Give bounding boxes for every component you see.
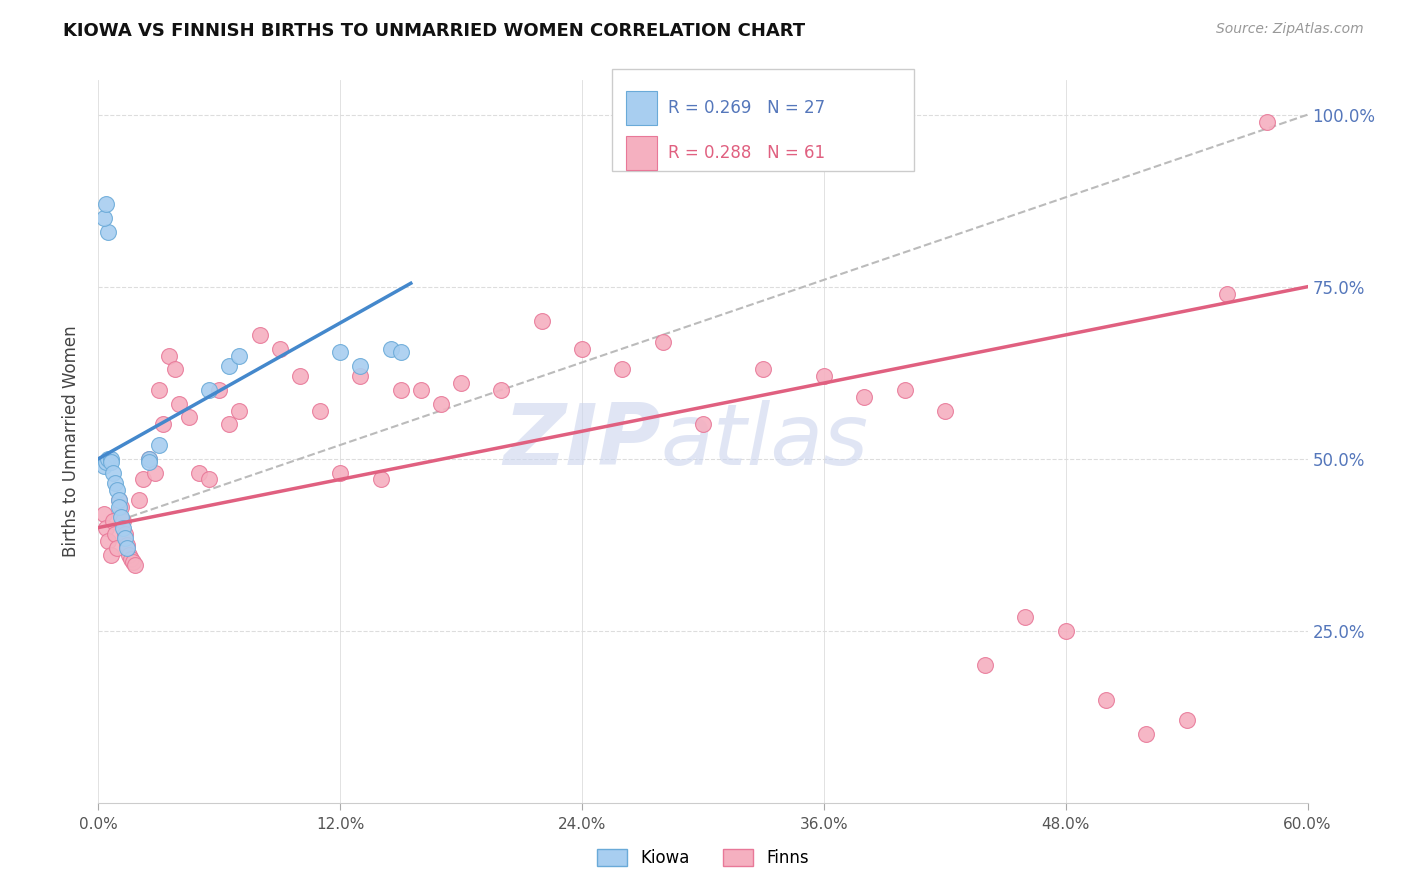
Point <box>198 383 221 397</box>
Point <box>101 466 124 480</box>
Point <box>132 472 155 486</box>
Point <box>157 349 180 363</box>
Point <box>1135 727 1157 741</box>
Point <box>107 500 129 514</box>
Point <box>329 466 352 480</box>
Point <box>115 538 138 552</box>
Point <box>101 514 124 528</box>
Point <box>612 362 634 376</box>
Point <box>389 345 412 359</box>
Point <box>124 558 146 573</box>
Point <box>179 410 201 425</box>
Point <box>370 472 392 486</box>
Point <box>853 390 876 404</box>
Point <box>288 369 311 384</box>
Point <box>152 417 174 432</box>
Point <box>1054 624 1077 638</box>
Text: Source: ZipAtlas.com: Source: ZipAtlas.com <box>1216 22 1364 37</box>
Point <box>148 438 170 452</box>
Point <box>148 383 170 397</box>
Y-axis label: Births to Unmarried Women: Births to Unmarried Women <box>62 326 80 558</box>
Text: atlas: atlas <box>661 400 869 483</box>
Point <box>198 472 221 486</box>
Point <box>107 493 129 508</box>
Point <box>269 342 291 356</box>
Point <box>389 383 412 397</box>
Point <box>530 314 553 328</box>
Point <box>349 359 371 373</box>
Point <box>114 527 136 541</box>
Text: R = 0.288   N = 61: R = 0.288 N = 61 <box>668 144 825 161</box>
Text: KIOWA VS FINNISH BIRTHS TO UNMARRIED WOMEN CORRELATION CHART: KIOWA VS FINNISH BIRTHS TO UNMARRIED WOM… <box>63 22 806 40</box>
Point <box>188 466 211 480</box>
Point <box>163 362 186 376</box>
Point <box>813 369 835 384</box>
Point <box>138 451 160 466</box>
Text: R = 0.269   N = 27: R = 0.269 N = 27 <box>668 99 825 117</box>
Point <box>110 500 132 514</box>
Point <box>138 455 160 469</box>
Point <box>893 383 915 397</box>
Point <box>1216 286 1239 301</box>
Point <box>430 397 453 411</box>
Point <box>329 345 352 359</box>
Point <box>974 658 997 673</box>
Point <box>118 548 141 562</box>
Point <box>1256 114 1278 128</box>
Point <box>309 403 332 417</box>
Point <box>111 520 134 534</box>
Point <box>121 555 143 569</box>
Text: ZIP: ZIP <box>503 400 661 483</box>
Point <box>143 466 166 480</box>
Point <box>107 493 129 508</box>
Point <box>218 359 240 373</box>
Point <box>93 507 115 521</box>
Point <box>228 403 250 417</box>
Point <box>120 551 142 566</box>
Point <box>1175 713 1198 727</box>
Point <box>934 403 956 417</box>
Point <box>249 327 271 342</box>
Point <box>571 342 593 356</box>
Point <box>96 520 118 534</box>
Point <box>110 510 132 524</box>
Point <box>218 417 240 432</box>
Point <box>752 362 775 376</box>
Point <box>138 451 160 466</box>
Point <box>167 397 190 411</box>
Point <box>100 455 122 469</box>
Point <box>651 334 673 349</box>
Point <box>349 369 371 384</box>
Point <box>96 455 118 469</box>
Point <box>114 531 136 545</box>
Point <box>228 349 250 363</box>
Point <box>1014 610 1036 624</box>
Point <box>100 451 122 466</box>
Point <box>97 225 120 239</box>
Point <box>111 514 134 528</box>
Point <box>103 527 125 541</box>
Point <box>1095 692 1118 706</box>
Point <box>409 383 432 397</box>
Point <box>450 376 472 390</box>
Point <box>380 342 402 356</box>
Point <box>100 548 122 562</box>
Legend: Kiowa, Finns: Kiowa, Finns <box>591 842 815 874</box>
Point <box>208 383 231 397</box>
Point <box>692 417 714 432</box>
Point <box>96 197 118 211</box>
Point <box>105 483 128 497</box>
Point <box>97 451 120 466</box>
Point <box>93 458 115 473</box>
Point <box>93 211 115 225</box>
Point <box>115 541 138 556</box>
Point <box>491 383 513 397</box>
Point <box>103 475 125 490</box>
Point <box>105 541 128 556</box>
Point <box>97 534 120 549</box>
Point <box>128 493 150 508</box>
